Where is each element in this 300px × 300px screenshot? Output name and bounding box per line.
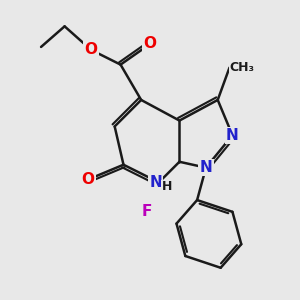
Text: N: N	[200, 160, 212, 175]
Text: O: O	[85, 42, 98, 57]
Text: H: H	[162, 180, 172, 193]
Text: CH₃: CH₃	[230, 61, 254, 74]
Text: O: O	[143, 37, 157, 52]
Text: N: N	[149, 175, 162, 190]
Text: F: F	[142, 204, 152, 219]
Text: N: N	[226, 128, 239, 143]
Text: O: O	[82, 172, 95, 187]
